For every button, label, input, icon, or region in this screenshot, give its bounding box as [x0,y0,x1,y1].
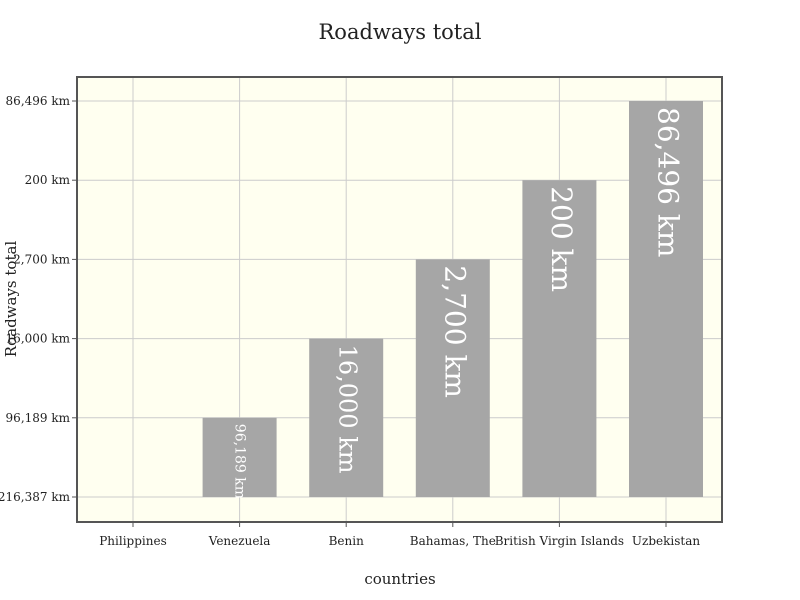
x-tick-label: Uzbekistan [632,534,700,548]
x-tick-labels: Philippines Venezuela Benin Bahamas, TheBri… [99,534,700,548]
y-tick-label: 200 km [25,173,71,187]
chart-title: Roadways total [319,20,482,44]
bar [629,101,703,497]
y-tick-label: 216,387 km [0,490,71,504]
x-tick-label: Philippines [99,534,167,548]
y-tick-label: 16,000 km [6,332,71,346]
x-tick-label: British Virgin Islands [495,534,624,548]
y-tick-label: 2,700 km [13,252,70,266]
bar-value-label: 96,189 km [232,424,248,499]
x-tick-label: Venezuela [208,534,271,548]
bar [522,180,597,497]
bar-value-label: 2,700 km [438,265,471,398]
x-axis-label: countries [364,570,435,588]
y-tick-label: 86,496 km [6,94,71,108]
x-tick-label: Benin [329,534,364,548]
bar-value-label: 16,000 km [334,345,362,474]
bar-value-label: 200 km [545,186,578,292]
plot-area [77,77,722,522]
bar [202,417,277,497]
bar [309,338,384,497]
y-tick-label: 96,189 km [6,411,71,425]
y-tick-labels: 216,387 km 96,189 km 16,000 km 2,700 km 200 … [0,94,71,504]
x-tick-label: Bahamas, The [410,534,496,548]
bars: 96,189 km 16,000 km 2,700 km 200 km 86,496 k… [202,101,703,499]
bar [415,259,490,497]
bar-value-label: 86,496 km [652,107,685,257]
plot-frame [76,76,723,523]
y-axis-label: Roadways total [2,241,20,358]
